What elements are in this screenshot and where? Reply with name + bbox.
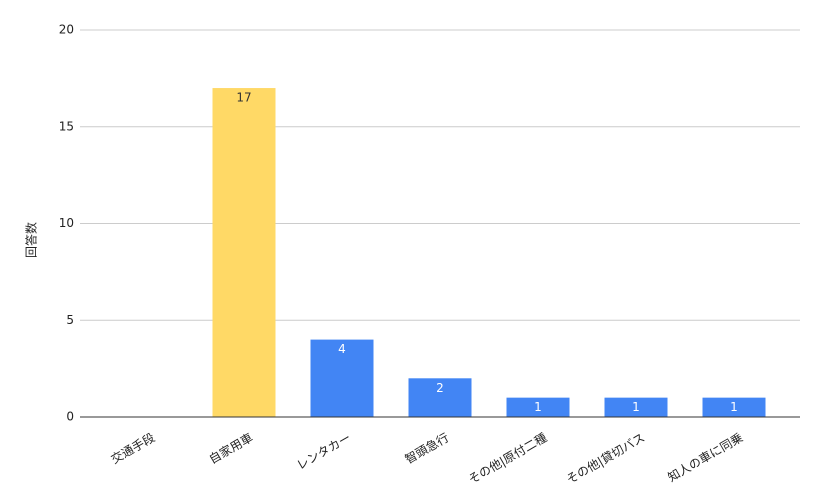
value-label: 1 [632, 400, 640, 414]
bar [506, 397, 570, 417]
value-label: 17 [236, 91, 251, 105]
bar [702, 397, 766, 417]
bar [212, 88, 276, 418]
value-label: 1 [730, 400, 738, 414]
bar [310, 339, 374, 417]
y-tick-label: 0 [66, 410, 74, 424]
y-tick-label: 10 [59, 216, 74, 230]
y-tick-label: 20 [59, 23, 74, 37]
value-label: 1 [534, 400, 542, 414]
y-tick-label: 15 [59, 119, 74, 133]
value-label: 4 [338, 342, 346, 356]
y-tick-label: 5 [66, 313, 74, 327]
y-axis-label: 回答数 [24, 222, 39, 258]
value-label: 2 [436, 381, 444, 395]
bar [408, 378, 472, 417]
bar [604, 397, 668, 417]
